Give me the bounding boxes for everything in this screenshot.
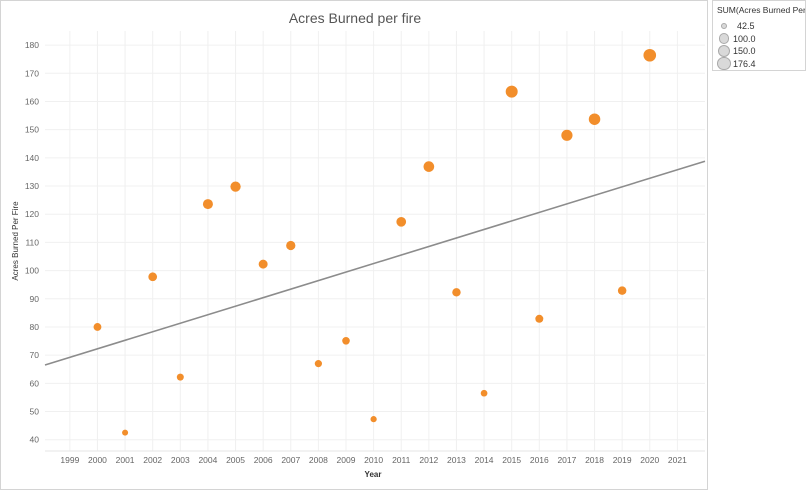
data-point[interactable] bbox=[286, 240, 296, 251]
x-axis-label: Year bbox=[365, 470, 382, 479]
data-point[interactable] bbox=[176, 373, 184, 381]
y-tick-label: 180 bbox=[25, 40, 39, 50]
x-tick-label: 2015 bbox=[502, 455, 521, 465]
x-tick-label: 2009 bbox=[337, 455, 356, 465]
x-tick-label: 2011 bbox=[392, 455, 411, 465]
data-point[interactable] bbox=[480, 389, 488, 397]
x-tick-label: 2013 bbox=[447, 455, 466, 465]
y-tick-label: 40 bbox=[30, 435, 40, 445]
data-point[interactable] bbox=[314, 360, 322, 368]
y-tick-label: 80 bbox=[30, 322, 40, 332]
size-legend-label: 176.4 bbox=[733, 58, 756, 69]
y-tick-label: 70 bbox=[30, 350, 40, 360]
size-legend: SUM(Acres Burned Per ... 42.5 100.0 150.0 1… bbox=[712, 0, 806, 71]
x-axis-ticks: 1999 2000 2001 2002 2003 2004 2005 2006 2007 2008… bbox=[60, 455, 687, 465]
data-point[interactable] bbox=[561, 129, 573, 141]
y-tick-label: 100 bbox=[25, 266, 39, 276]
data-points[interactable] bbox=[93, 48, 657, 436]
x-tick-label: 2005 bbox=[226, 455, 245, 465]
grid-layer bbox=[45, 31, 705, 452]
data-point[interactable] bbox=[148, 272, 158, 282]
y-tick-label: 140 bbox=[25, 153, 39, 163]
trend-line-layer bbox=[44, 160, 706, 366]
y-axis-label: Acres Burned Per Fire bbox=[11, 201, 20, 281]
size-legend-entry: 176.4 bbox=[713, 56, 806, 71]
data-point[interactable] bbox=[396, 216, 407, 227]
x-tick-label: 2003 bbox=[171, 455, 190, 465]
x-tick-label: 2016 bbox=[530, 455, 549, 465]
data-point[interactable] bbox=[370, 416, 377, 423]
data-point[interactable] bbox=[423, 161, 435, 172]
trend-line[interactable] bbox=[44, 160, 706, 366]
size-legend-circle bbox=[718, 33, 729, 44]
y-tick-label: 170 bbox=[25, 68, 39, 78]
size-legend-label: 100.0 bbox=[733, 33, 756, 44]
size-legend-entry: 150.0 bbox=[713, 44, 806, 58]
data-point[interactable] bbox=[258, 259, 268, 269]
data-point[interactable] bbox=[617, 286, 627, 295]
size-legend-circle bbox=[721, 23, 727, 29]
x-tick-label: 2017 bbox=[557, 455, 576, 465]
x-tick-label: 1999 bbox=[60, 455, 79, 465]
x-tick-label: 2007 bbox=[281, 455, 300, 465]
y-tick-label: 130 bbox=[25, 181, 39, 191]
x-tick-label: 2020 bbox=[640, 455, 659, 465]
y-tick-label: 90 bbox=[30, 294, 40, 304]
data-point[interactable] bbox=[122, 429, 129, 436]
data-point[interactable] bbox=[588, 113, 601, 125]
y-tick-label: 60 bbox=[30, 378, 40, 388]
data-point[interactable] bbox=[452, 288, 461, 297]
size-legend-entry: 42.5 bbox=[713, 20, 806, 32]
x-tick-label: 2012 bbox=[419, 455, 438, 465]
size-legend-label: 150.0 bbox=[733, 46, 756, 56]
y-tick-label: 50 bbox=[30, 407, 40, 417]
x-tick-label: 2000 bbox=[88, 455, 107, 465]
y-tick-label: 120 bbox=[25, 209, 39, 219]
data-point[interactable] bbox=[342, 336, 350, 345]
chart-frame: Acres Burned per fire 40 50 60 70 80 90 100 110… bbox=[0, 0, 708, 490]
x-tick-label: 2019 bbox=[613, 455, 632, 465]
scatter-chart[interactable]: Acres Burned per fire 40 50 60 70 80 90 100 110… bbox=[1, 1, 707, 489]
x-tick-label: 2006 bbox=[254, 455, 273, 465]
y-tick-label: 110 bbox=[25, 237, 39, 247]
size-legend-title: SUM(Acres Burned Per ... bbox=[717, 5, 805, 15]
chart-title: Acres Burned per fire bbox=[289, 10, 421, 26]
y-tick-label: 160 bbox=[25, 96, 39, 106]
y-axis-ticks: 40 50 60 70 80 90 100 110 120 130 140 150 160 170 180 bbox=[25, 40, 39, 445]
x-tick-label: 2021 bbox=[668, 455, 687, 465]
y-tick-label: 150 bbox=[25, 125, 39, 135]
x-tick-label: 2018 bbox=[585, 455, 604, 465]
x-tick-label: 2010 bbox=[364, 455, 383, 465]
x-tick-label: 2004 bbox=[198, 455, 217, 465]
x-tick-label: 2002 bbox=[143, 455, 162, 465]
data-point[interactable] bbox=[202, 199, 213, 210]
data-point[interactable] bbox=[505, 85, 518, 98]
x-tick-label: 2014 bbox=[475, 455, 494, 465]
data-point[interactable] bbox=[643, 48, 657, 62]
size-legend-circle bbox=[717, 44, 731, 58]
size-legend-circle bbox=[717, 56, 731, 71]
size-legend-entry: 100.0 bbox=[713, 33, 806, 45]
size-legend-label: 42.5 bbox=[737, 21, 755, 31]
data-point[interactable] bbox=[93, 323, 102, 331]
x-tick-label: 2008 bbox=[309, 455, 328, 465]
data-point[interactable] bbox=[535, 314, 544, 323]
data-point[interactable] bbox=[230, 181, 241, 192]
x-tick-label: 2001 bbox=[116, 455, 135, 465]
